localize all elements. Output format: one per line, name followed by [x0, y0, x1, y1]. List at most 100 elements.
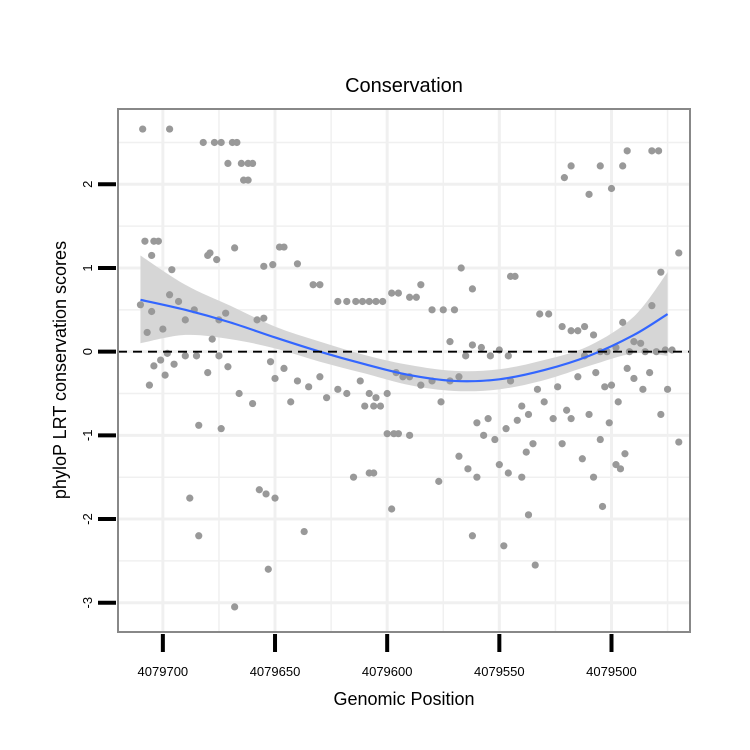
data-point: [293, 260, 302, 268]
data-point: [264, 565, 272, 573]
data-point: [464, 465, 472, 473]
data-point: [406, 293, 414, 301]
data-point: [495, 461, 503, 469]
x-tick-label: 4079500: [586, 664, 637, 679]
y-tick-label: 0: [80, 348, 95, 355]
data-point: [269, 261, 277, 269]
data-point: [157, 356, 165, 364]
panel-border: [117, 108, 691, 633]
data-point: [605, 419, 613, 427]
data-point: [616, 465, 625, 473]
data-point: [446, 338, 454, 346]
confidence-band-layer: [140, 255, 668, 392]
data-point: [186, 494, 194, 502]
data-point: [244, 176, 252, 184]
data-point: [195, 421, 203, 429]
smooth-line: [140, 298, 669, 383]
data-point: [204, 368, 212, 377]
data-point: [383, 430, 391, 438]
y-tick-label: -1: [80, 430, 95, 442]
data-point: [473, 473, 481, 481]
confidence-band: [140, 255, 668, 392]
data-point: [372, 297, 380, 306]
data-point: [388, 505, 396, 513]
data-point: [480, 431, 488, 439]
data-point: [217, 425, 225, 433]
data-point: [623, 364, 631, 373]
data-point: [567, 327, 575, 335]
data-point: [511, 272, 519, 280]
y-tick-label: -3: [80, 597, 95, 609]
data-point: [596, 435, 604, 444]
data-point: [262, 490, 270, 498]
data-point: [648, 147, 656, 155]
data-point: [450, 306, 459, 314]
data-point: [165, 291, 174, 299]
data-point: [248, 399, 257, 408]
data-point: [524, 511, 533, 519]
data-point: [215, 352, 223, 360]
data-point: [558, 440, 566, 448]
data-point: [614, 398, 622, 406]
data-point: [361, 402, 369, 410]
data-point: [657, 410, 665, 419]
data-point: [394, 289, 402, 297]
data-point: [159, 325, 167, 333]
data-point: [136, 301, 145, 309]
data-point: [148, 251, 156, 260]
data-point: [334, 297, 342, 306]
data-point: [309, 281, 317, 289]
data-point: [439, 306, 447, 314]
x-tick-label: 4079600: [362, 664, 413, 679]
data-point: [235, 389, 243, 398]
data-point: [139, 125, 147, 133]
data-point: [199, 138, 207, 147]
data-point: [412, 293, 420, 301]
data-point: [663, 385, 672, 393]
data-point: [365, 297, 373, 306]
data-point: [513, 416, 521, 424]
data-point: [293, 377, 302, 385]
data-point: [388, 289, 396, 297]
data-point: [601, 383, 609, 391]
data-point: [323, 394, 331, 402]
data-point: [531, 561, 539, 569]
data-point: [271, 494, 279, 502]
data-point: [210, 138, 219, 147]
data-point: [372, 394, 380, 402]
data-point: [300, 527, 308, 536]
data-point: [260, 262, 268, 270]
y-tick-label: 1: [80, 264, 95, 271]
data-point: [506, 377, 515, 385]
data-point: [585, 410, 593, 419]
data-point: [271, 374, 279, 383]
data-point: [224, 159, 232, 167]
data-point: [648, 302, 656, 310]
data-point: [589, 331, 598, 339]
data-point: [468, 285, 477, 293]
y-tick-label: 2: [80, 181, 95, 188]
data-point: [435, 477, 443, 485]
data-point: [518, 473, 526, 481]
data-point: [394, 430, 402, 438]
data-point: [477, 343, 485, 352]
data-point: [343, 297, 351, 306]
data-point: [502, 425, 510, 433]
data-point: [358, 297, 367, 306]
data-point: [406, 431, 414, 439]
data-point: [607, 381, 616, 389]
data-point: [343, 389, 351, 398]
data-point: [589, 473, 598, 481]
data-point: [540, 398, 548, 406]
data-point: [437, 398, 445, 406]
data-point: [646, 368, 654, 377]
chart-title: Conservation: [345, 75, 463, 97]
data-point: [208, 335, 216, 343]
data-point: [260, 314, 268, 322]
data-point: [567, 415, 575, 423]
data-point: [468, 532, 477, 540]
data-point: [533, 385, 542, 393]
data-point: [455, 373, 463, 381]
data-point: [217, 138, 225, 147]
data-point: [574, 327, 582, 335]
